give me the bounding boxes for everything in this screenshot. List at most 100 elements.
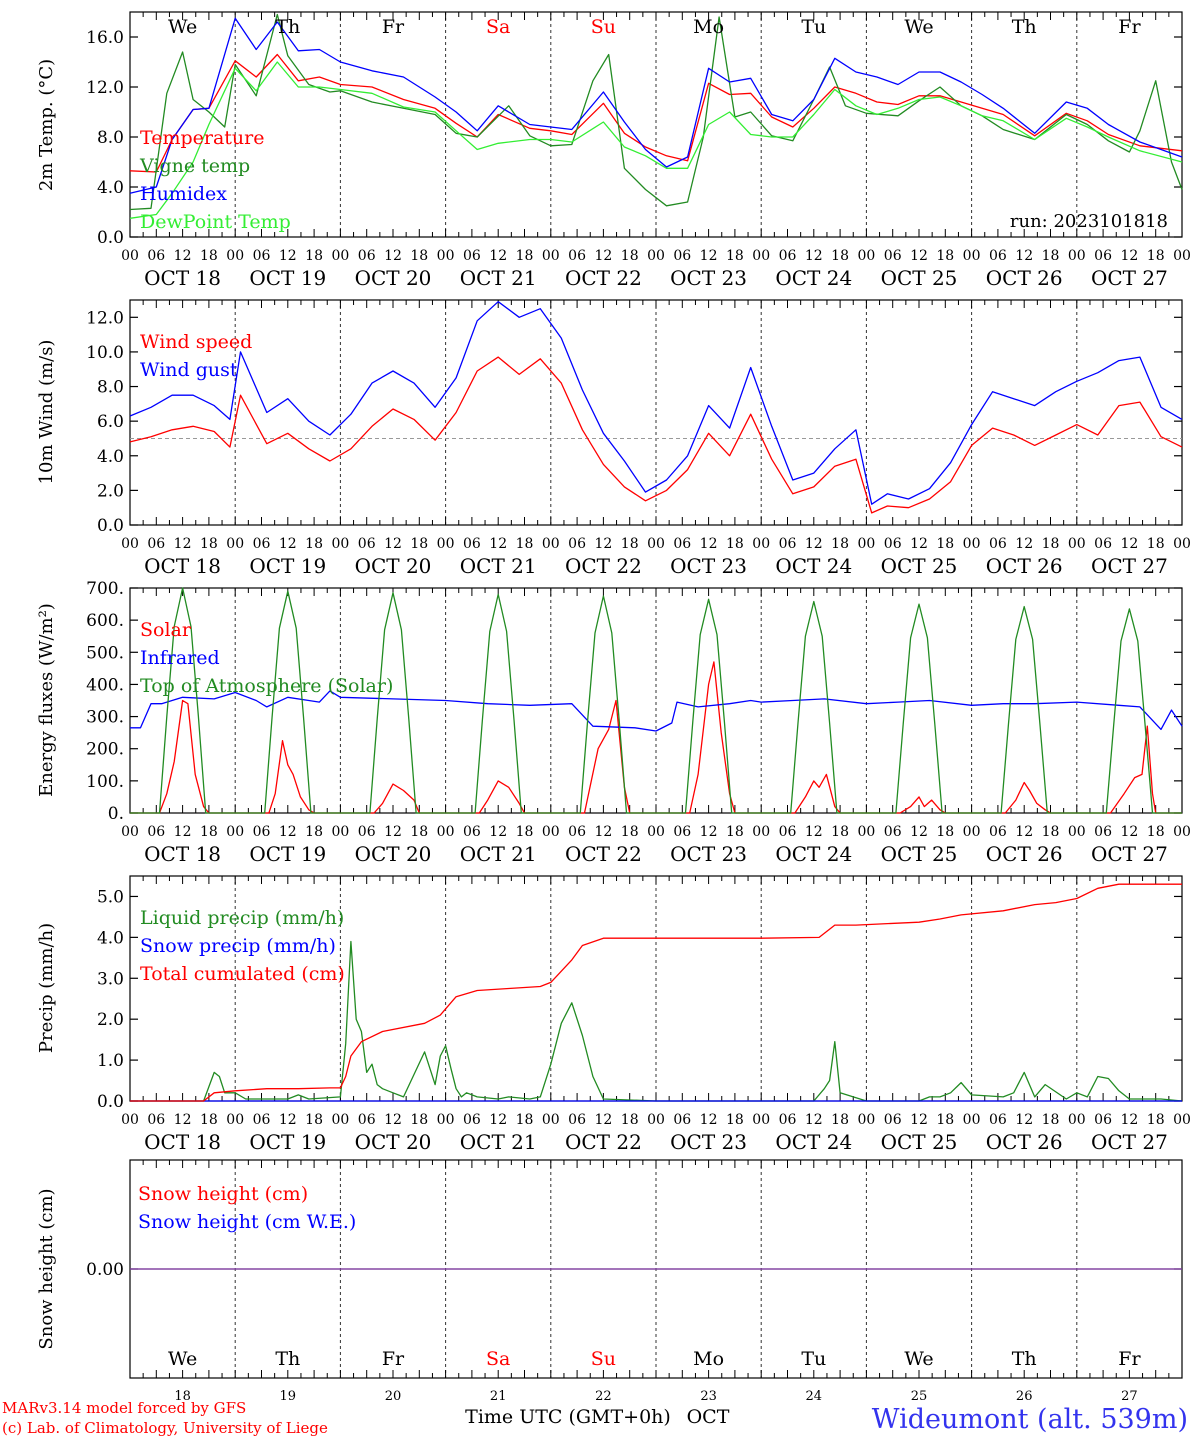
station-label: Wideumont (alt. 539m) — [872, 1404, 1188, 1435]
date-label: OCT 22 — [565, 266, 642, 290]
y-tick-label: 0.0 — [97, 228, 124, 248]
hour-label: 00 — [1068, 824, 1086, 840]
y-tick-label: 500. — [86, 643, 124, 663]
legend-snow: Snow height (cm) Snow height (cm W.E.) — [138, 1183, 356, 1233]
hour-label: 18 — [831, 1112, 849, 1128]
hour-label: 00 — [1068, 248, 1086, 264]
hour-label: 00 — [226, 248, 244, 264]
hour-label: 12 — [279, 824, 297, 840]
hour-label: 06 — [358, 824, 376, 840]
day-number-label: 20 — [385, 1389, 402, 1404]
day-name-label: Fr — [1118, 1348, 1141, 1370]
hour-label: 00 — [542, 1112, 560, 1128]
hour-label: 00 — [331, 1112, 349, 1128]
date-label: OCT 25 — [881, 842, 958, 866]
hour-label: 12 — [384, 824, 402, 840]
y-tick-label: 3.0 — [97, 969, 124, 989]
run-label: run: 2023101818 — [1010, 211, 1168, 232]
day-name-label: Mo — [693, 1348, 724, 1370]
date-label: OCT 21 — [460, 266, 537, 290]
day-name-label: Fr — [382, 16, 405, 38]
legend-energy: Solar Infrared Top of Atmosphere (Solar) — [140, 619, 393, 697]
hour-label: 18 — [200, 536, 218, 552]
hour-label: 12 — [489, 1112, 507, 1128]
hour-label: 12 — [1015, 248, 1033, 264]
hour-label: 00 — [331, 536, 349, 552]
hour-label: 06 — [463, 248, 481, 264]
day-name-label: Th — [1012, 16, 1037, 38]
hour-label: 18 — [831, 248, 849, 264]
panel-wind: 0.0 2.0 4.0 6.0 8.0 10.0 12.0 10m Wind (m/s) 00 0… — [36, 299, 1191, 578]
y-tick-label: 0.0 — [97, 1092, 124, 1112]
hour-label: 12 — [910, 536, 928, 552]
legend-item: Snow height (cm W.E.) — [138, 1211, 356, 1233]
hour-label: 18 — [1147, 824, 1165, 840]
day-number-label: 22 — [595, 1389, 612, 1404]
y-tick-label: 4.0 — [97, 928, 124, 948]
hour-label: 12 — [489, 536, 507, 552]
y-tick-label: 100. — [86, 772, 124, 792]
day-number-label: 26 — [1016, 1389, 1033, 1404]
day-number-label: 25 — [911, 1389, 928, 1404]
y-tick-label: 1.0 — [97, 1051, 124, 1071]
date-label: OCT 25 — [881, 1130, 958, 1154]
hour-label: 18 — [1147, 1112, 1165, 1128]
date-label: OCT 20 — [355, 554, 432, 578]
hour-label: 00 — [121, 536, 139, 552]
legend-item: Wind gust — [140, 359, 238, 381]
hour-label: 18 — [831, 536, 849, 552]
y-tick-label: 12.0 — [86, 78, 124, 98]
date-label: OCT 20 — [355, 842, 432, 866]
date-label: OCT 26 — [986, 554, 1063, 578]
y-tick-label: 200. — [86, 740, 124, 760]
hour-label: 00 — [121, 248, 139, 264]
date-label: OCT 19 — [249, 554, 326, 578]
hour-label: 18 — [410, 824, 428, 840]
y-tick-label: 0.00 — [86, 1260, 124, 1280]
hour-label: 12 — [384, 1112, 402, 1128]
y-tick-label: 2.0 — [97, 481, 124, 501]
date-label: OCT 24 — [775, 266, 852, 290]
hour-label: 18 — [621, 824, 639, 840]
y-tick-label: 600. — [86, 611, 124, 631]
legend-item: Liquid precip (mm/h) — [140, 907, 344, 929]
hour-label: 18 — [726, 1112, 744, 1128]
x-ticks — [129, 300, 1183, 525]
day-name-label: Fr — [1118, 16, 1141, 38]
hour-label: 00 — [226, 1112, 244, 1128]
y-tick-label: 16.0 — [86, 28, 124, 48]
hour-label: 06 — [358, 536, 376, 552]
y-tick-label: 8.0 — [97, 128, 124, 148]
hour-label: 00 — [647, 824, 665, 840]
hour-label: 12 — [174, 1112, 192, 1128]
hour-label: 12 — [489, 248, 507, 264]
hour-label: 12 — [1120, 824, 1138, 840]
hour-label: 12 — [700, 248, 718, 264]
hour-label: 18 — [621, 536, 639, 552]
y-axis-label: 2m Temp. (°C) — [36, 59, 57, 191]
y-tick-label: 4.0 — [97, 447, 124, 467]
hour-label: 00 — [121, 824, 139, 840]
day-name-label: We — [904, 16, 933, 38]
y-axis-label: Snow height (cm) — [36, 1188, 57, 1349]
date-label: OCT 27 — [1091, 554, 1168, 578]
legend-item: Temperature — [140, 127, 264, 149]
date-label: OCT 25 — [881, 554, 958, 578]
hour-label: 12 — [910, 824, 928, 840]
legend-item: Top of Atmosphere (Solar) — [140, 675, 393, 697]
y-axis-label: Energy fluxes (W/m²) — [36, 603, 57, 797]
day-name-label: We — [904, 1348, 933, 1370]
hour-label: 06 — [147, 824, 165, 840]
y-tick-label: 5.0 — [97, 887, 124, 907]
hour-label: 00 — [121, 1112, 139, 1128]
date-label: OCT 25 — [881, 266, 958, 290]
hour-label: 06 — [884, 824, 902, 840]
hour-label: 18 — [1042, 248, 1060, 264]
date-label: OCT 19 — [249, 266, 326, 290]
date-label: OCT 27 — [1091, 842, 1168, 866]
panel-energy-fluxes: 0. 100. 200. 300. 400. 500. 600. 700. Energy flu… — [36, 579, 1191, 866]
hour-label: 00 — [752, 248, 770, 264]
legend-item: DewPoint Temp — [140, 211, 291, 233]
hour-label: 00 — [857, 536, 875, 552]
legend-temperature: Temperature Vigne temp Humidex DewPoint … — [139, 127, 291, 233]
